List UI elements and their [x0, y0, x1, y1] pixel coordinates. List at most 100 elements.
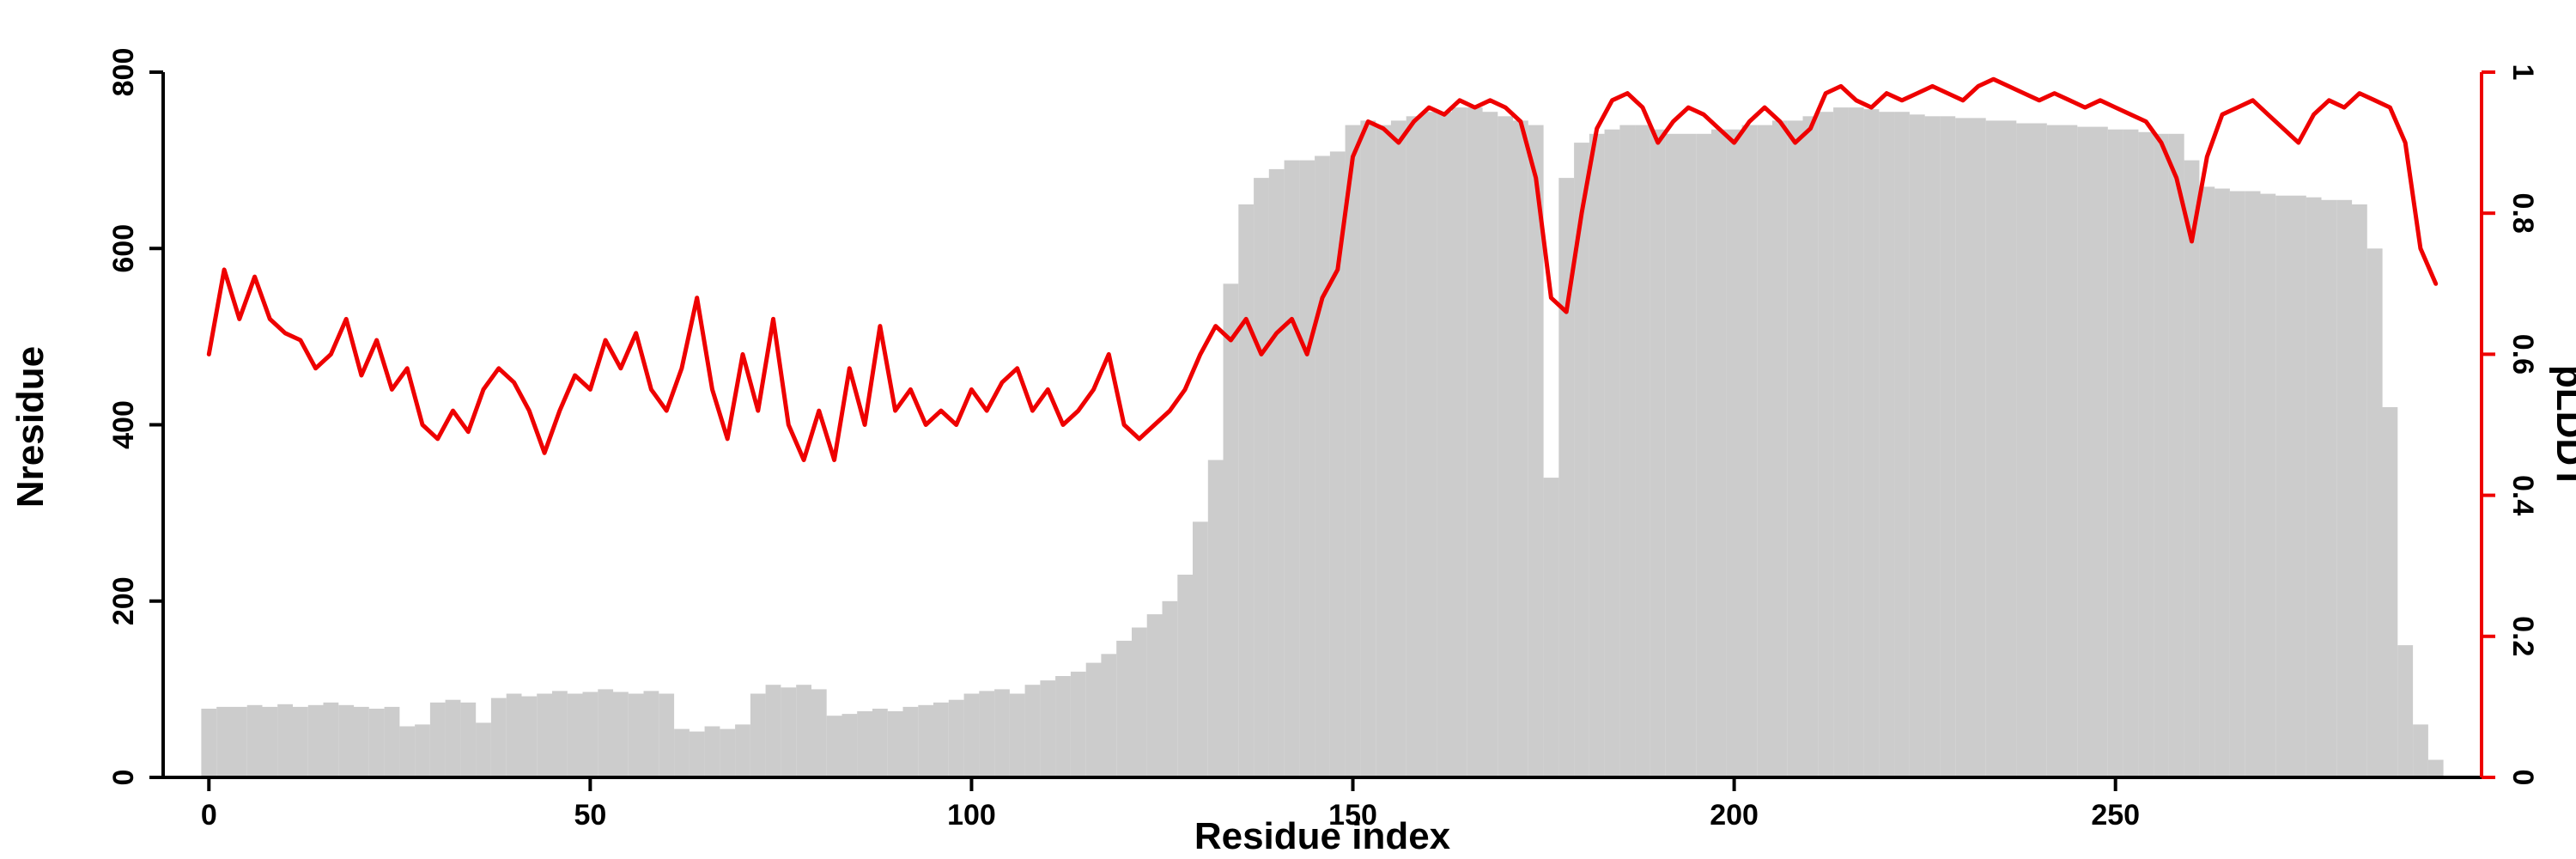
- y-left-tick-label: 400: [107, 400, 140, 449]
- y-right-tick-label: 0.4: [2506, 475, 2539, 515]
- y-left-tick-label: 800: [107, 48, 140, 97]
- nresidue-bar: [1406, 116, 1422, 778]
- nresidue-bar: [1863, 109, 1880, 778]
- nresidue-bar: [811, 689, 827, 777]
- y-right-tick-label: 0.2: [2506, 616, 2539, 656]
- nresidue-bar: [1345, 125, 1361, 778]
- nresidue-bar: [1787, 120, 1803, 777]
- nresidue-bar: [1680, 133, 1697, 778]
- nresidue-bar: [1513, 120, 1528, 777]
- nresidue-bar: [826, 716, 842, 777]
- x-tick-label: 150: [1328, 799, 1377, 832]
- nresidue-bar: [1268, 168, 1285, 777]
- nresidue-bar: [2397, 645, 2414, 777]
- nresidue-bar: [399, 726, 416, 777]
- nresidue-bar: [338, 704, 355, 777]
- nresidue-bar: [1985, 120, 2002, 777]
- nresidue-bar: [1726, 129, 1742, 777]
- nresidue-bar: [1132, 627, 1147, 777]
- nresidue-bar: [735, 724, 750, 777]
- nresidue-bar: [201, 709, 217, 777]
- nresidue-bar: [887, 711, 903, 777]
- y-right-tick-label: 0.8: [2506, 193, 2539, 234]
- nresidue-bar: [1329, 151, 1346, 777]
- nresidue-bar: [246, 704, 263, 777]
- nresidue-bar: [1315, 155, 1330, 777]
- nresidue-bar: [1528, 125, 1544, 778]
- nresidue-bar: [1040, 680, 1056, 777]
- nresidue-bar: [1589, 133, 1605, 778]
- nresidue-bar: [1452, 107, 1467, 778]
- nresidue-bar: [2336, 199, 2353, 778]
- nresidue-bar: [368, 709, 385, 777]
- nresidue-bar: [1909, 114, 1925, 778]
- x-tick-label: 200: [1710, 799, 1759, 832]
- plddt-line: [206, 76, 2439, 462]
- nresidue-bar: [460, 702, 477, 777]
- nresidue-bar: [1818, 112, 1834, 777]
- nresidue-bar: [2107, 129, 2123, 777]
- nresidue-bar: [1894, 112, 1910, 777]
- nresidue-bar: [1437, 112, 1452, 777]
- nresidue-bar: [2215, 188, 2230, 777]
- nresidue-bar: [2032, 123, 2047, 777]
- nresidue-bar: [231, 706, 247, 777]
- nresidue-bar: [216, 706, 232, 777]
- nresidue-bar: [2229, 191, 2245, 777]
- nresidue-bar: [582, 691, 598, 777]
- nresidue-bar: [1558, 178, 1575, 778]
- tick-marks-and-labels: 0 50 100 150 200 250 0 200 400 600 800 0 0.2 0.4 0.6 0.…: [107, 48, 2539, 832]
- nresidue-bar: [1772, 120, 1788, 777]
- x-tick-label: 0: [201, 799, 217, 832]
- nresidue-bar: [1711, 129, 1727, 777]
- nresidue-bar: [415, 724, 430, 777]
- nresidue-bar: [689, 731, 705, 777]
- nresidue-bar: [1284, 160, 1300, 778]
- nresidue-bar: [2077, 126, 2093, 778]
- nresidue-bar: [750, 693, 766, 777]
- nresidue-bar: [2016, 123, 2032, 777]
- nresidue-bar: [1177, 575, 1194, 777]
- nresidue-bar: [2321, 199, 2337, 778]
- y-right-tick-label: 0.6: [2506, 334, 2539, 375]
- nresidue-bar: [1055, 676, 1071, 777]
- x-tick-label: 100: [947, 799, 996, 832]
- nresidue-bar: [1085, 662, 1102, 777]
- nresidue-bar: [948, 699, 964, 777]
- nresidue-bar: [277, 704, 293, 777]
- nresidue-bar: [2093, 126, 2108, 778]
- nresidue-bar: [1238, 204, 1255, 777]
- nresidue-bar: [1360, 120, 1376, 777]
- nresidue-bar: [2154, 133, 2169, 778]
- nresidue-bar: [1223, 283, 1239, 777]
- nresidue-bar: [1833, 107, 1849, 778]
- nresidue-bar: [2168, 133, 2184, 778]
- nresidue-bar: [1070, 671, 1086, 777]
- nresidue-bar: [1024, 685, 1041, 777]
- nresidue-bar: [262, 706, 278, 777]
- nresidue-bar: [1207, 460, 1224, 777]
- nresidue-bar: [567, 693, 583, 777]
- nresidue-bar: [994, 689, 1010, 777]
- nresidue-bar: [674, 728, 690, 777]
- nresidue-bar: [1193, 521, 1208, 777]
- nresidue-bar: [1009, 693, 1025, 777]
- nresidue-bar: [781, 687, 797, 777]
- nresidue-bar: [796, 685, 811, 777]
- nresidue-bar: [1802, 116, 1819, 778]
- nresidue-bar: [323, 702, 339, 777]
- nresidue-bar: [2275, 195, 2291, 777]
- nresidue-bar: [1604, 129, 1620, 777]
- y-right-tick-label: 0: [2506, 770, 2539, 786]
- nresidue-bar: [2260, 193, 2276, 778]
- nresidue-bar: [552, 691, 568, 777]
- nresidue-bar: [720, 728, 736, 777]
- nresidue-bar: [490, 698, 507, 777]
- nresidue-bar: [613, 691, 629, 777]
- nresidue-bar: [1101, 654, 1117, 777]
- nresidue-bar: [979, 691, 995, 777]
- nresidue-bar: [598, 689, 614, 777]
- nresidue-bar: [2001, 120, 2017, 777]
- nresidue-bar: [1482, 112, 1498, 777]
- nresidue-bar: [2199, 186, 2215, 777]
